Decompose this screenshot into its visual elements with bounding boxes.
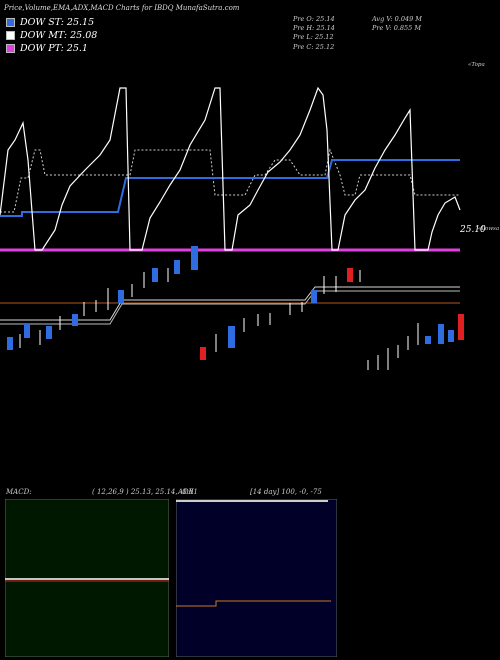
candle [152,268,158,282]
candle [347,268,353,282]
ohlc-block: Pre O: 25.14 Pre H: 25.14 Pre L: 25.12 P… [293,15,335,52]
adx-di-line [176,600,331,607]
adx-chart [176,499,337,657]
lower-band-label: «Lowsa [478,226,499,232]
candle [72,314,78,326]
candle [438,324,444,344]
ohlc-close: Pre C: 25.12 [293,42,335,51]
legend-dow-pt: DOW PT: 25.1 [6,43,88,54]
candle [46,326,52,339]
volume-block: Avg V: 0.049 M Pre V: 0.855 M [372,15,422,33]
avg-volume: Avg V: 0.049 M [372,15,422,23]
adx-label: ADX [178,488,194,496]
ema-band-lower [0,290,460,325]
legend-swatch-pt [6,44,15,53]
legend-dow-st: DOW ST: 25.15 [6,17,94,28]
candle [311,290,317,303]
candle [228,326,235,348]
macd-values: ( 12,26,9 ) 25.13, 25.14, -0.01 [92,488,198,496]
adx-values: [14 day] 100, -0, -75 [250,488,322,496]
candle [200,347,206,360]
legend-swatch-st [6,18,15,27]
dow-st-line [0,159,460,217]
candle [118,290,124,303]
dow-mt-line [0,148,460,213]
candle [24,324,30,338]
candle [458,314,464,340]
legend-label-st: DOW ST: 25.15 [20,17,95,28]
ohlc-high: Pre H: 25.14 [293,24,335,33]
ema-band-upper [0,286,460,321]
candles [7,246,464,370]
price-chart: «Topa «Lowsa 25.10 [0,62,499,370]
legend-swatch-mt [6,31,15,40]
legend-dow-mt: DOW MT: 25.08 [6,30,97,41]
macd-background [5,499,169,657]
candle [425,336,431,344]
chart-title: Price,Volume,EMA,ADX,MACD Charts for IBD… [4,4,240,12]
macd-chart [5,499,169,657]
upper-band-label: «Topa [468,62,485,68]
adx-background [176,499,337,657]
candle [448,330,454,342]
ohlc-open: Pre O: 25.14 [293,15,335,23]
legend-label-mt: DOW MT: 25.08 [20,30,98,41]
price-line [0,86,461,251]
legend-label-pt: DOW PT: 25.1 [20,43,88,54]
macd-label: MACD: [6,488,32,496]
candle [174,260,180,274]
candle [7,337,13,350]
candle [191,246,198,270]
pre-volume: Pre V: 0.855 M [372,24,422,33]
last-price-label: 25.10 [459,225,486,235]
ohlc-low: Pre L: 25.12 [293,33,334,42]
